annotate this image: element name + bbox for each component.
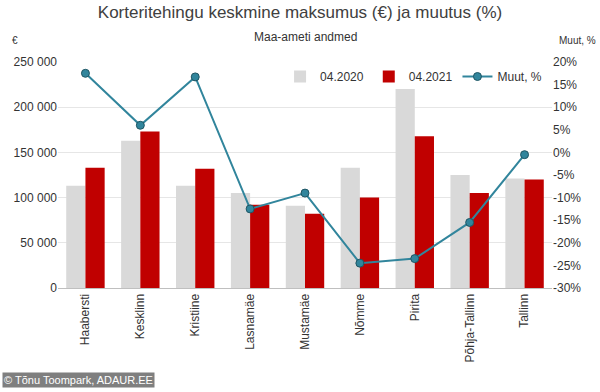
- svg-text:20%: 20%: [553, 55, 577, 69]
- svg-text:Pirita: Pirita: [408, 293, 422, 321]
- svg-text:-15%: -15%: [553, 213, 581, 227]
- svg-text:Maa-ameti andmed: Maa-ameti andmed: [254, 30, 357, 44]
- svg-text:© Tõnu Toompark, ADAUR.EE: © Tõnu Toompark, ADAUR.EE: [4, 374, 153, 386]
- svg-text:Kristiine: Kristiine: [188, 293, 202, 336]
- svg-text:Lasnamäe: Lasnamäe: [243, 293, 257, 349]
- svg-text:Muut, %: Muut, %: [497, 70, 541, 84]
- svg-text:250 000: 250 000: [14, 55, 58, 69]
- svg-text:Põhja-Tallinn: Põhja-Tallinn: [463, 294, 477, 363]
- svg-text:15%: 15%: [553, 78, 577, 92]
- svg-text:Haabersti: Haabersti: [78, 294, 92, 345]
- svg-text:5%: 5%: [553, 123, 571, 137]
- svg-text:0: 0: [50, 281, 57, 295]
- svg-text:€: €: [12, 35, 18, 46]
- svg-text:Tallinn: Tallinn: [517, 294, 531, 328]
- svg-text:100 000: 100 000: [14, 191, 58, 205]
- svg-text:Muut, %: Muut, %: [559, 35, 596, 46]
- svg-text:-30%: -30%: [553, 281, 581, 295]
- svg-text:150 000: 150 000: [14, 146, 58, 160]
- svg-text:Mustamäe: Mustamäe: [298, 293, 312, 349]
- svg-text:0%: 0%: [553, 146, 571, 160]
- svg-text:Korteritehingu keskmine maksum: Korteritehingu keskmine maksumus (€) ja …: [98, 3, 502, 22]
- svg-text:10%: 10%: [553, 100, 577, 114]
- svg-text:-5%: -5%: [553, 168, 575, 182]
- svg-text:-20%: -20%: [553, 236, 581, 250]
- svg-text:04.2020: 04.2020: [320, 70, 364, 84]
- svg-text:50 000: 50 000: [20, 236, 57, 250]
- svg-text:200 000: 200 000: [14, 100, 58, 114]
- svg-text:Nõmme: Nõmme: [353, 293, 367, 335]
- svg-text:-25%: -25%: [553, 259, 581, 273]
- svg-text:-10%: -10%: [553, 191, 581, 205]
- svg-text:04.2021: 04.2021: [409, 70, 453, 84]
- svg-text:Kesklinn: Kesklinn: [133, 294, 147, 339]
